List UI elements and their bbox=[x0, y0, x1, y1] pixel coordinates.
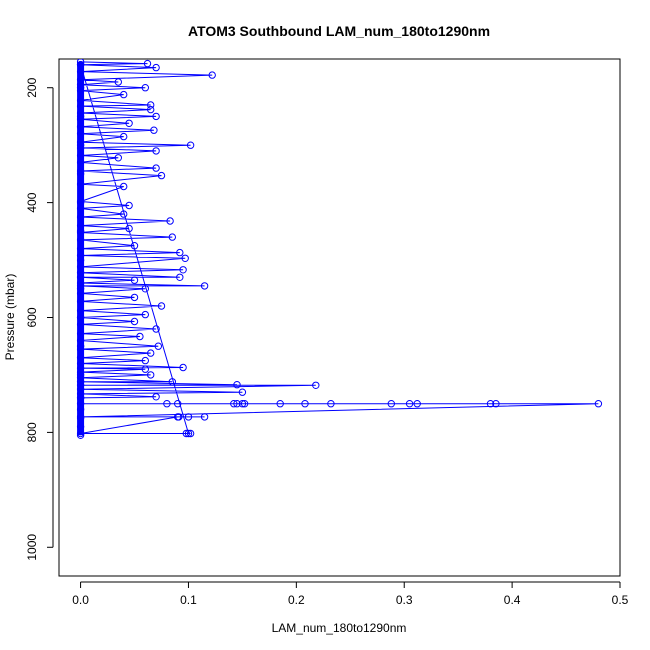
data-point bbox=[152, 325, 160, 333]
data-point bbox=[152, 112, 160, 121]
chart-title: ATOM3 Southbound LAM_num_180to1290nm bbox=[188, 23, 490, 39]
data-point bbox=[168, 233, 177, 241]
data-point bbox=[238, 400, 247, 408]
data-point bbox=[233, 400, 241, 408]
plot-frame bbox=[58, 58, 621, 577]
data-point bbox=[125, 119, 133, 128]
data-point bbox=[141, 84, 150, 92]
data-point bbox=[120, 132, 128, 141]
data-point bbox=[179, 266, 187, 274]
data-point bbox=[136, 332, 144, 341]
data-point bbox=[301, 400, 309, 408]
y-tick-label: 800 bbox=[25, 422, 39, 442]
data-point bbox=[176, 273, 184, 281]
data-point bbox=[147, 371, 155, 379]
data-point bbox=[120, 210, 128, 218]
data-point bbox=[141, 285, 150, 293]
data-point bbox=[327, 400, 335, 408]
data-point bbox=[174, 400, 182, 408]
data-point bbox=[186, 429, 195, 438]
data-point bbox=[130, 317, 139, 326]
y-tick-label: 1000 bbox=[25, 534, 39, 561]
data-point bbox=[141, 356, 150, 365]
data-point bbox=[154, 342, 163, 350]
data-point bbox=[147, 349, 155, 357]
x-tick-label: 0.5 bbox=[612, 593, 629, 607]
data-point bbox=[125, 224, 133, 233]
series-layer bbox=[76, 59, 603, 439]
data-point bbox=[184, 413, 193, 421]
data-point bbox=[186, 141, 195, 149]
data-point bbox=[387, 400, 395, 408]
data-point bbox=[120, 90, 128, 99]
x-tick-label: 0.0 bbox=[72, 593, 89, 607]
data-point bbox=[181, 254, 189, 262]
data-point bbox=[413, 400, 421, 408]
data-point bbox=[152, 63, 160, 72]
data-point bbox=[150, 126, 158, 134]
data-point bbox=[147, 105, 155, 114]
data-point bbox=[147, 101, 155, 109]
data-point bbox=[157, 302, 166, 310]
data-point bbox=[157, 171, 166, 180]
series-line bbox=[80, 61, 599, 436]
data-point bbox=[184, 429, 193, 438]
data-point bbox=[179, 363, 187, 372]
data-point bbox=[200, 282, 209, 290]
data-point bbox=[152, 164, 160, 172]
data-point bbox=[208, 71, 216, 79]
x-axis: 0.0 0.1 0.2 0.3 0.4 0.5 bbox=[72, 581, 629, 607]
data-point bbox=[492, 400, 500, 408]
data-point bbox=[141, 310, 150, 319]
data-point bbox=[230, 400, 238, 408]
data-point bbox=[130, 276, 139, 284]
data-point bbox=[114, 78, 123, 86]
y-tick-label: 600 bbox=[25, 307, 39, 327]
data-point bbox=[130, 242, 139, 250]
x-tick-label: 0.2 bbox=[288, 593, 305, 607]
data-point bbox=[238, 388, 247, 396]
data-point bbox=[114, 154, 123, 162]
data-point bbox=[130, 293, 139, 302]
data-point bbox=[168, 378, 177, 386]
data-point bbox=[166, 217, 174, 225]
data-point bbox=[120, 182, 128, 191]
data-point bbox=[200, 413, 209, 421]
data-point bbox=[312, 381, 320, 389]
data-point bbox=[405, 400, 414, 408]
x-tick-label: 0.1 bbox=[180, 593, 197, 607]
data-point bbox=[125, 201, 133, 210]
data-point bbox=[240, 400, 249, 408]
y-axis: 200 400 600 800 1000 bbox=[25, 77, 54, 561]
data-point bbox=[175, 413, 183, 421]
data-point bbox=[163, 400, 171, 408]
data-point bbox=[152, 147, 160, 155]
data-point bbox=[182, 429, 191, 438]
y-axis-label: Pressure (mbar) bbox=[3, 274, 17, 361]
data-point bbox=[176, 248, 184, 257]
x-tick-label: 0.3 bbox=[396, 593, 413, 607]
data-point bbox=[152, 393, 160, 401]
data-point bbox=[594, 400, 603, 408]
data-point bbox=[143, 59, 152, 68]
x-axis-label: LAM_num_180to1290nm bbox=[272, 621, 407, 635]
data-point bbox=[233, 381, 241, 389]
data-point bbox=[486, 400, 495, 408]
y-tick-label: 400 bbox=[25, 192, 39, 212]
data-point bbox=[141, 365, 150, 373]
x-tick-label: 0.4 bbox=[504, 593, 521, 607]
y-tick-label: 200 bbox=[25, 77, 39, 97]
data-point bbox=[276, 400, 284, 408]
